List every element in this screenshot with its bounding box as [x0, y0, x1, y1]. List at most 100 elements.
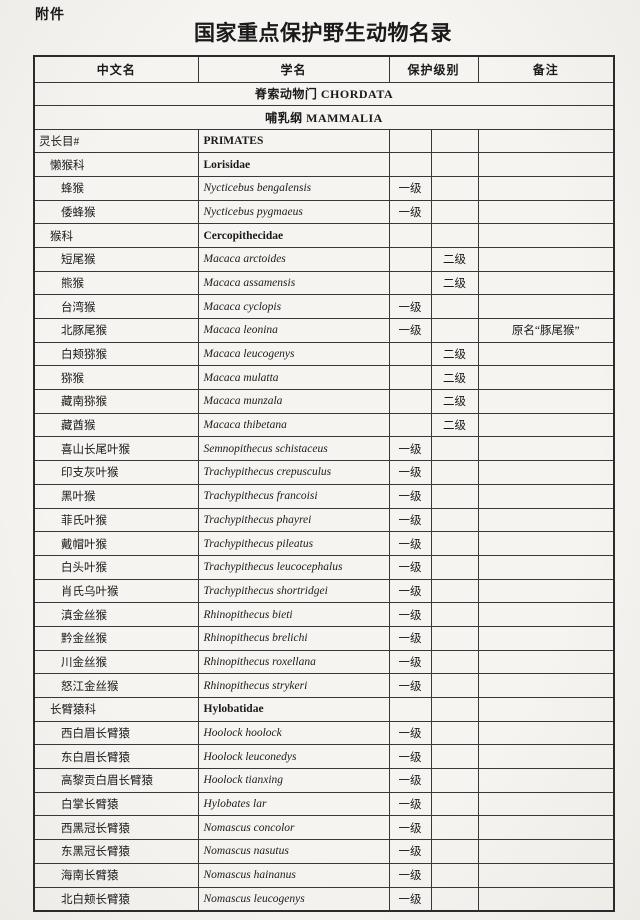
- scientific-name-cell: Hylobates lar: [197, 791, 390, 817]
- table-row: 西黑冠长臂猿 Nomascus concolor 一级: [33, 815, 615, 841]
- chinese-name-cell: 蜂猴: [33, 175, 199, 201]
- table-row: 蜂猴 Nycticebus bengalensis 一级: [33, 175, 615, 201]
- protection-level-2-cell: [430, 744, 479, 770]
- chinese-name-cell: 怒江金丝猴: [33, 673, 199, 698]
- class-row: 哺乳纲 MAMMALIA: [33, 105, 615, 130]
- table-row: 灵长目# PRIMATES: [33, 128, 615, 154]
- table-row: 白头叶猴 Trachypithecus leucocephalus 一级: [33, 554, 615, 580]
- chinese-name-cell: 北豚尾猴: [33, 318, 199, 343]
- chinese-name-cell: 藏南猕猴: [33, 389, 199, 414]
- scientific-name-cell: Lorisidae: [197, 152, 390, 177]
- table-row: 懒猴科 Lorisidae: [33, 152, 615, 177]
- chinese-name-cell: 东白眉长臂猿: [33, 744, 199, 770]
- col-header-notes: 备注: [477, 55, 615, 83]
- protection-level-1-cell: 一级: [388, 175, 432, 201]
- protection-level-1-cell: [388, 412, 432, 438]
- protection-level-2-cell: 二级: [430, 270, 479, 296]
- chinese-name-cell: 白掌长臂猿: [33, 791, 199, 817]
- table-row: 肖氏乌叶猴 Trachypithecus shortridgei 一级: [33, 578, 615, 604]
- scientific-name-cell: Cercopithecidae: [197, 223, 390, 248]
- scientific-name-cell: Rhinopithecus roxellana: [197, 649, 390, 675]
- class-label: 哺乳纲 MAMMALIA: [33, 105, 615, 130]
- protection-level-1-cell: [388, 341, 432, 367]
- note-cell: [477, 507, 615, 533]
- scientific-name-cell: Hoolock leuconedys: [197, 744, 390, 770]
- table-row: 戴帽叶猴 Trachypithecus pileatus 一级: [33, 531, 615, 556]
- scientific-name-cell: Hoolock hoolock: [197, 720, 390, 746]
- table-row: 黑叶猴 Trachypithecus francoisi 一级: [33, 483, 615, 509]
- protection-level-2-cell: [430, 483, 479, 509]
- chinese-name-cell: 藏酋猴: [33, 412, 199, 438]
- scientific-name-cell: Semnopithecus schistaceus: [197, 436, 390, 462]
- chinese-name-cell: 川金丝猴: [33, 649, 199, 675]
- table-row: 喜山长尾叶猴 Semnopithecus schistaceus 一级: [33, 436, 615, 462]
- chinese-name-cell: 灵长目#: [33, 128, 199, 154]
- protection-level-2-cell: [430, 602, 479, 627]
- note-cell: [477, 199, 615, 225]
- scientific-name-cell: Rhinopithecus strykeri: [197, 673, 390, 698]
- table-row: 北白颊长臂猿 Nomascus leucogenys 一级: [33, 886, 615, 912]
- note-cell: [477, 412, 615, 438]
- protection-level-2-cell: 二级: [430, 389, 479, 414]
- animals-table: 中文名 学名 保护级别 备注 脊索动物门 CHORDATA 哺乳纲 MAMMAL…: [33, 55, 616, 912]
- scientific-name-cell: Rhinopithecus brelichi: [197, 625, 390, 651]
- protection-level-2-cell: 二级: [430, 341, 479, 367]
- chinese-name-cell: 熊猴: [33, 270, 199, 296]
- chinese-name-cell: 印支灰叶猴: [33, 460, 199, 485]
- scientific-name-cell: Nomascus leucogenys: [197, 886, 390, 912]
- protection-level-1-cell: 一级: [388, 294, 432, 319]
- protection-level-2-cell: [430, 199, 479, 225]
- protection-level-1-cell: 一级: [388, 886, 432, 912]
- chinese-name-cell: 长臂猿科: [33, 697, 199, 722]
- protection-level-1-cell: [388, 223, 432, 248]
- table-row: 黔金丝猴 Rhinopithecus brelichi 一级: [33, 625, 615, 651]
- chinese-name-cell: 海南长臂猿: [33, 862, 199, 888]
- protection-level-2-cell: [430, 625, 479, 651]
- chinese-name-cell: 东黑冠长臂猿: [33, 839, 199, 864]
- note-cell: [477, 246, 615, 272]
- table-row: 印支灰叶猴 Trachypithecus crepusculus 一级: [33, 460, 615, 485]
- protection-level-1-cell: 一级: [388, 199, 432, 225]
- col-header-chinese-name: 中文名: [33, 55, 199, 83]
- protection-level-2-cell: [430, 128, 479, 154]
- protection-level-1-cell: 一级: [388, 839, 432, 864]
- scientific-name-cell: Trachypithecus leucocephalus: [197, 554, 390, 580]
- protection-level-1-cell: 一级: [388, 744, 432, 770]
- table-row: 短尾猴 Macaca arctoides 二级: [33, 246, 615, 272]
- table-row: 倭蜂猴 Nycticebus pygmaeus 一级: [33, 199, 615, 225]
- chinese-name-cell: 黔金丝猴: [33, 625, 199, 651]
- chinese-name-cell: 滇金丝猴: [33, 602, 199, 627]
- table-row: 白颊猕猴 Macaca leucogenys 二级: [33, 341, 615, 367]
- protection-level-1-cell: 一级: [388, 318, 432, 343]
- table-row: 川金丝猴 Rhinopithecus roxellana 一级: [33, 649, 615, 675]
- note-cell: [477, 128, 615, 154]
- scientific-name-cell: Trachypithecus crepusculus: [197, 460, 390, 485]
- scientific-name-cell: Trachypithecus pileatus: [197, 531, 390, 556]
- scientific-name-cell: Macaca leonina: [197, 318, 390, 343]
- scientific-name-cell: Trachypithecus phayrei: [197, 507, 390, 533]
- note-cell: [477, 365, 615, 391]
- note-cell: [477, 862, 615, 888]
- chinese-name-cell: 台湾猴: [33, 294, 199, 319]
- protection-level-2-cell: [430, 507, 479, 533]
- protection-level-2-cell: [430, 223, 479, 248]
- scientific-name-cell: Nycticebus bengalensis: [197, 175, 390, 201]
- note-cell: [477, 791, 615, 817]
- protection-level-2-cell: [430, 649, 479, 675]
- note-cell: [477, 152, 615, 177]
- protection-level-2-cell: [430, 720, 479, 746]
- note-cell: [477, 531, 615, 556]
- protection-level-2-cell: [430, 460, 479, 485]
- table-row: 怒江金丝猴 Rhinopithecus strykeri 一级: [33, 673, 615, 698]
- note-cell: [477, 602, 615, 627]
- col-header-scientific-name: 学名: [197, 55, 390, 83]
- note-cell: [477, 720, 615, 746]
- protection-level-1-cell: 一级: [388, 460, 432, 485]
- note-cell: [477, 483, 615, 509]
- protection-level-1-cell: 一级: [388, 507, 432, 533]
- table-row: 海南长臂猿 Nomascus hainanus 一级: [33, 862, 615, 888]
- scientific-name-cell: Macaca cyclopis: [197, 294, 390, 319]
- protection-level-1-cell: 一级: [388, 815, 432, 841]
- protection-level-1-cell: [388, 389, 432, 414]
- phylum-row: 脊索动物门 CHORDATA: [33, 81, 615, 106]
